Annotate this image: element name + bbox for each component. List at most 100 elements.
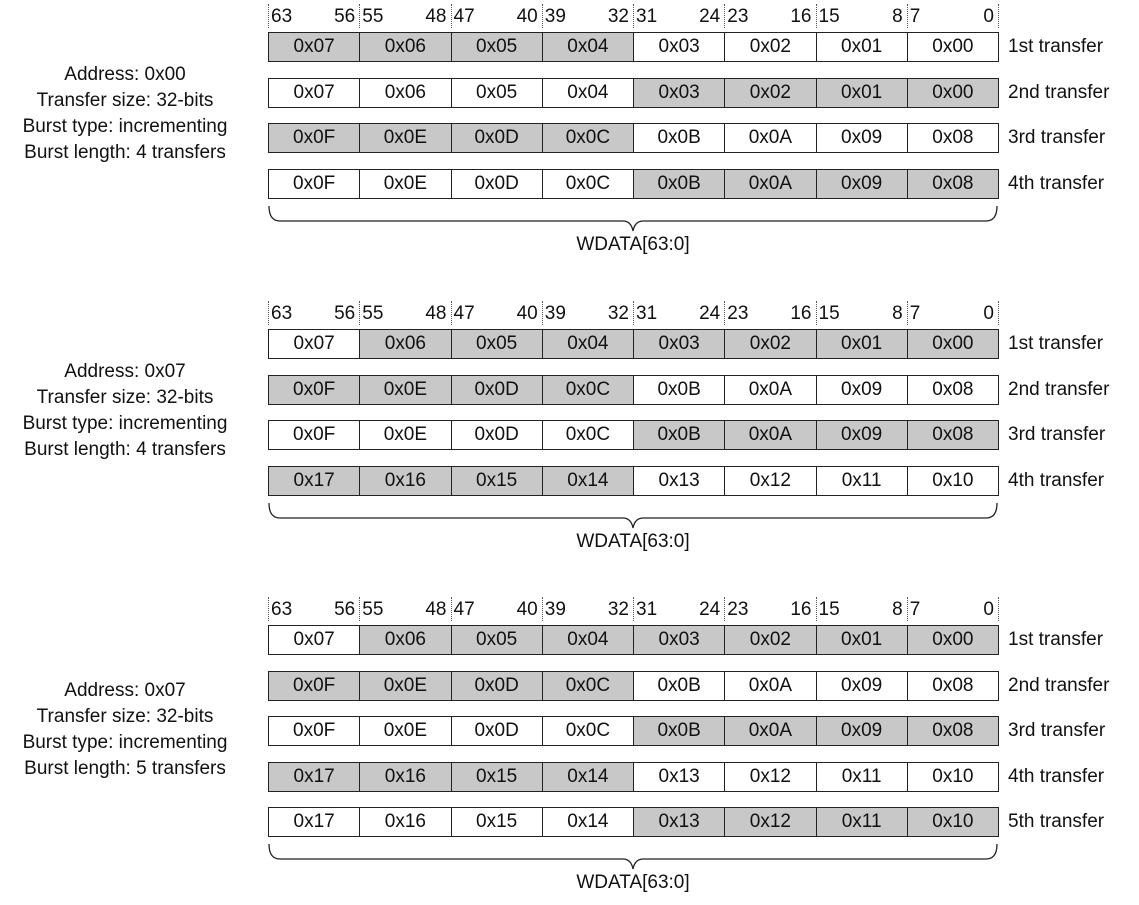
byte-lane: 0x0A bbox=[724, 123, 817, 153]
byte-lane: 0x0C bbox=[541, 123, 634, 153]
byte-lane: 0x08 bbox=[906, 420, 999, 450]
byte-lane: 0x0D bbox=[450, 420, 543, 450]
bit-range-high: 15 bbox=[818, 6, 840, 27]
bit-range-header: 63 56 55 48 47 40 39 32 31 24 23 16 15 8 7 0 bbox=[268, 301, 999, 325]
byte-lane: 0x0D bbox=[450, 716, 543, 746]
bit-boundary-tick bbox=[541, 597, 543, 621]
transfer-row: 0x07 0x06 0x05 0x04 0x03 0x02 0x01 0x00 bbox=[268, 77, 999, 108]
byte-lane: 0x0E bbox=[359, 374, 452, 405]
bit-boundary-tick bbox=[815, 4, 817, 28]
byte-lane: 0x14 bbox=[541, 465, 634, 496]
bit-range-low: 48 bbox=[425, 303, 447, 324]
bus-label: WDATA[63:0] bbox=[576, 530, 690, 552]
bit-range-high: 23 bbox=[727, 6, 749, 27]
byte-lane: 0x04 bbox=[541, 77, 634, 108]
bit-range-low: 32 bbox=[607, 599, 629, 620]
byte-lane: 0x0B bbox=[633, 374, 726, 405]
bit-boundary-tick bbox=[359, 4, 361, 28]
byte-lane: 0x05 bbox=[450, 625, 543, 655]
bit-boundary-tick bbox=[541, 301, 543, 325]
transfer-label: 4th transfer bbox=[1008, 765, 1105, 787]
transfer-row: 0x17 0x16 0x15 0x14 0x13 0x12 0x11 0x10 bbox=[268, 465, 999, 496]
bit-range-low: 24 bbox=[699, 599, 721, 620]
bit-range-high: 55 bbox=[362, 303, 384, 324]
bit-range-low: 32 bbox=[607, 303, 629, 324]
byte-lane: 0x11 bbox=[815, 761, 908, 792]
bit-boundary-tick bbox=[633, 4, 634, 28]
transfer-row: 0x0F 0x0E 0x0D 0x0C 0x0B 0x0A 0x09 0x08 bbox=[268, 670, 999, 701]
burst-info-line: Burst type: incrementing bbox=[22, 732, 228, 753]
byte-lane: 0x17 bbox=[268, 465, 361, 496]
bit-range-high: 47 bbox=[453, 599, 475, 620]
byte-lane: 0x01 bbox=[815, 329, 908, 359]
byte-lane: 0x04 bbox=[541, 625, 634, 655]
bit-boundary-tick bbox=[724, 597, 726, 621]
bit-range-high: 15 bbox=[818, 303, 840, 324]
bit-range-low: 16 bbox=[790, 303, 812, 324]
burst-info-line: Burst length: 4 transfers bbox=[24, 439, 226, 460]
byte-lane: 0x0F bbox=[268, 123, 361, 153]
byte-lane: 0x09 bbox=[815, 374, 908, 405]
byte-lane: 0x13 bbox=[633, 761, 726, 792]
burst-info-line: Transfer size: 32-bits bbox=[36, 387, 214, 408]
byte-lane: 0x14 bbox=[541, 761, 634, 792]
byte-lane: 0x0E bbox=[359, 716, 452, 746]
byte-lane: 0x0A bbox=[724, 420, 817, 450]
byte-lane: 0x0E bbox=[359, 123, 452, 153]
bit-range-low: 56 bbox=[334, 6, 356, 27]
byte-lane: 0x08 bbox=[906, 716, 999, 746]
byte-lane: 0x0B bbox=[633, 420, 726, 450]
bit-boundary-tick bbox=[359, 597, 361, 621]
bit-range-high: 55 bbox=[362, 599, 384, 620]
bit-boundary-tick bbox=[906, 301, 908, 325]
burst-info-line: Transfer size: 32-bits bbox=[36, 706, 214, 727]
byte-lane: 0x09 bbox=[815, 420, 908, 450]
byte-lane: 0x0B bbox=[633, 716, 726, 746]
bit-range: 23 16 bbox=[724, 301, 815, 325]
byte-lane: 0x0F bbox=[268, 168, 361, 199]
byte-lane: 0x0A bbox=[724, 374, 817, 405]
byte-lane: 0x09 bbox=[815, 670, 908, 701]
byte-lane: 0x06 bbox=[359, 625, 452, 655]
byte-lane: 0x0C bbox=[541, 420, 634, 450]
byte-lane: 0x02 bbox=[724, 329, 817, 359]
byte-lane: 0x0A bbox=[724, 670, 817, 701]
bit-range-high: 31 bbox=[636, 599, 658, 620]
byte-lane: 0x0E bbox=[359, 670, 452, 701]
bit-range: 39 32 bbox=[542, 597, 633, 621]
bit-boundary-tick bbox=[906, 4, 908, 28]
bit-range-high: 47 bbox=[453, 303, 475, 324]
bit-range: 31 24 bbox=[633, 597, 724, 621]
transfer-row: 0x07 0x06 0x05 0x04 0x03 0x02 0x01 0x00 bbox=[268, 32, 999, 62]
transfer-row: 0x17 0x16 0x15 0x14 0x13 0x12 0x11 0x10 bbox=[268, 807, 999, 837]
bit-range-high: 63 bbox=[271, 6, 293, 27]
byte-lane: 0x17 bbox=[268, 807, 361, 837]
byte-lane: 0x08 bbox=[906, 168, 999, 199]
byte-lane: 0x11 bbox=[815, 465, 908, 496]
transfer-label: 3rd transfer bbox=[1008, 424, 1106, 445]
burst-info: Address: 0x00 Transfer size: 32-bits Burst… bbox=[0, 62, 250, 166]
byte-lane: 0x0B bbox=[633, 168, 726, 199]
byte-lane: 0x07 bbox=[268, 32, 361, 62]
byte-lane: 0x02 bbox=[724, 32, 817, 62]
byte-lane: 0x01 bbox=[815, 32, 908, 62]
burst-info-line: Burst length: 4 transfers bbox=[24, 142, 226, 163]
byte-lane: 0x03 bbox=[633, 329, 726, 359]
bit-range-high: 7 bbox=[909, 599, 921, 620]
byte-lane: 0x03 bbox=[633, 32, 726, 62]
bus-brace bbox=[268, 205, 998, 231]
bit-range: 63 56 bbox=[268, 597, 359, 621]
bit-range-low: 16 bbox=[790, 6, 812, 27]
byte-lane: 0x16 bbox=[359, 761, 452, 792]
bit-range: 63 56 bbox=[268, 301, 359, 325]
bit-range-high: 23 bbox=[727, 303, 749, 324]
bit-range: 63 56 bbox=[268, 4, 359, 28]
bit-range-low: 56 bbox=[334, 303, 356, 324]
byte-lane: 0x00 bbox=[906, 77, 999, 108]
byte-lane: 0x15 bbox=[450, 761, 543, 792]
bit-range-low: 0 bbox=[983, 6, 994, 27]
byte-lane: 0x0F bbox=[268, 420, 361, 450]
